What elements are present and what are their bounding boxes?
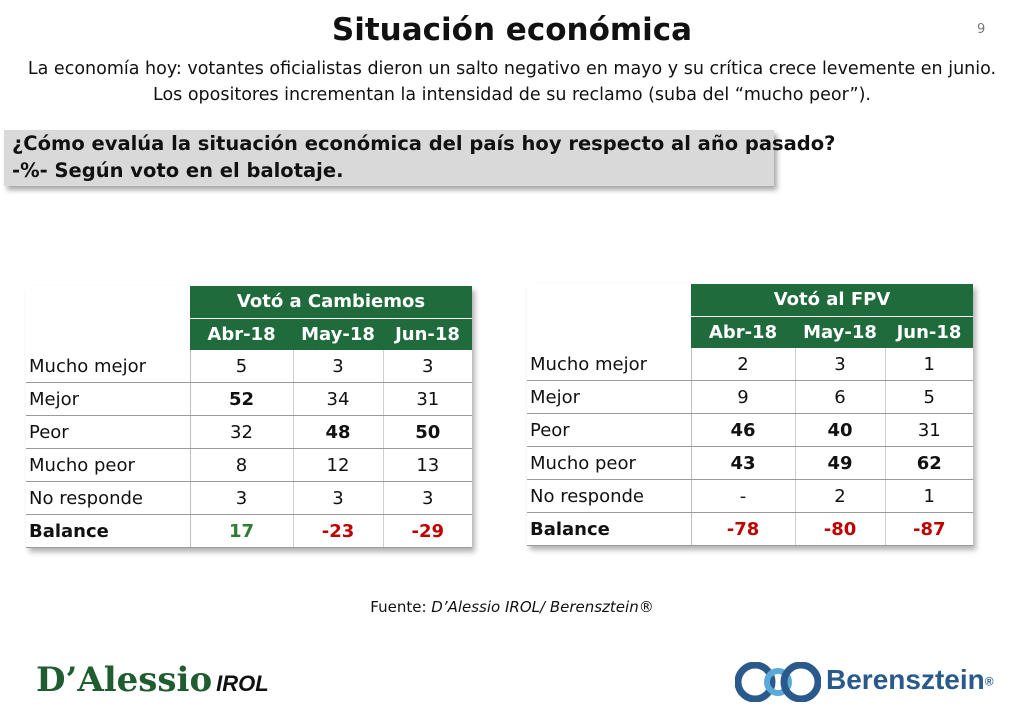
table-row-balance: Balance 17 -23 -29: [26, 514, 473, 548]
logo-left-main: D’Alessio: [36, 660, 213, 700]
dalessio-irol-logo: D’Alessio IROL: [36, 660, 269, 700]
table-corner: [527, 284, 691, 316]
table-cell: 3: [795, 348, 886, 381]
row-label: Mejor: [26, 382, 191, 416]
table-cell: 3: [190, 481, 294, 515]
row-label: Mucho peor: [527, 446, 692, 480]
table-cell: 50: [383, 415, 473, 449]
table-row: Mucho mejor 5 3 3: [26, 350, 473, 383]
balance-cell: -78: [691, 512, 796, 546]
table-cell: 3: [293, 350, 384, 383]
row-label: Peor: [26, 415, 191, 449]
table-cell: 3: [383, 350, 473, 383]
logo-left-suffix: IROL: [216, 671, 269, 696]
row-label: Peor: [527, 413, 692, 447]
row-label: Mucho mejor: [527, 348, 692, 381]
page-number: 9: [977, 22, 986, 37]
table-row: Peor 46 40 31: [527, 413, 974, 447]
column-header: May-18: [293, 318, 383, 350]
table-cell: 12: [293, 448, 384, 482]
column-header: Abr-18: [691, 316, 795, 348]
table-cell: 8: [190, 448, 294, 482]
logo-right-brand: Berensztein®: [826, 664, 994, 695]
row-label: Balance: [26, 514, 191, 548]
row-label: Mucho peor: [26, 448, 191, 482]
table-cell: 31: [885, 413, 974, 447]
table-cell: 1: [885, 348, 974, 381]
table-cell: 49: [795, 446, 886, 480]
table-cell: 2: [795, 479, 886, 513]
table-group-header: Votó a Cambiemos: [190, 286, 473, 319]
column-header: Jun-18: [383, 318, 473, 350]
table-cell: 62: [885, 446, 974, 480]
table-cell: 13: [383, 448, 473, 482]
table-cell: 5: [885, 380, 974, 414]
table-corner: [26, 286, 190, 318]
table-cell: 31: [383, 382, 473, 416]
table-cell: 1: [885, 479, 974, 513]
table-group-header: Votó al FPV: [691, 284, 974, 317]
table-cell: 3: [383, 481, 473, 515]
table-cell: 3: [293, 481, 384, 515]
column-header: Abr-18: [190, 318, 293, 350]
subtitle-line-2: Los opositores incrementan la intensidad…: [153, 85, 871, 105]
table-row: No responde 3 3 3: [26, 481, 473, 515]
row-label: Mejor: [527, 380, 692, 414]
source-prefix: Fuente:: [370, 598, 432, 616]
page-title: Situación económica: [331, 12, 693, 48]
table-cell: 48: [293, 415, 384, 449]
table-cell: 34: [293, 382, 384, 416]
table-cell: 5: [190, 350, 294, 383]
table-cell: 9: [691, 380, 796, 414]
source-note: Fuente: D’Alessio IROL/ Berensztein®: [0, 598, 1024, 616]
table-cambiemos: Votó a Cambiemos Abr-18 May-18 Jun-18 Mu…: [26, 286, 473, 548]
column-header: May-18: [795, 316, 885, 348]
row-label: No responde: [26, 481, 191, 515]
balance-cell: -87: [885, 512, 974, 546]
table-row: No responde - 2 1: [527, 479, 974, 513]
column-header: Jun-18: [885, 316, 974, 348]
table-cell: -: [691, 479, 796, 513]
row-label: No responde: [527, 479, 692, 513]
table-row: Peor 32 48 50: [26, 415, 473, 449]
balance-cell: -23: [293, 514, 384, 548]
table-row-balance: Balance -78 -80 -87: [527, 512, 974, 546]
table-row: Mucho peor 43 49 62: [527, 446, 974, 480]
berensztein-logo: Berensztein®: [735, 662, 1005, 702]
table-cell: 46: [691, 413, 796, 447]
table-row: Mejor 9 6 5: [527, 380, 974, 414]
balance-cell: 17: [190, 514, 294, 548]
question-note: -%- Según voto en el balotaje.: [12, 159, 344, 182]
row-label: Balance: [527, 512, 692, 546]
table-cell: 40: [795, 413, 886, 447]
source-text: D’Alessio IROL/ Berensztein®: [431, 598, 654, 616]
table-row: Mucho peor 8 12 13: [26, 448, 473, 482]
table-cell: 43: [691, 446, 796, 480]
table-fpv: Votó al FPV Abr-18 May-18 Jun-18 Mucho m…: [527, 284, 974, 546]
table-row: Mejor 52 34 31: [26, 382, 473, 416]
berensztein-symbol-icon: [735, 662, 821, 702]
table-cell: 52: [190, 382, 294, 416]
subtitle-line-1: La economía hoy: votantes oficialistas d…: [27, 59, 997, 79]
table-cell: 6: [795, 380, 886, 414]
balance-cell: -29: [383, 514, 473, 548]
balance-cell: -80: [795, 512, 886, 546]
question-text: ¿Cómo evalúa la situación económica del …: [12, 132, 836, 155]
table-row: Mucho mejor 2 3 1: [527, 348, 974, 381]
table-cell: 32: [190, 415, 294, 449]
row-label: Mucho mejor: [26, 350, 191, 383]
question-box: ¿Cómo evalúa la situación económica del …: [4, 130, 835, 186]
table-cell: 2: [691, 348, 796, 381]
